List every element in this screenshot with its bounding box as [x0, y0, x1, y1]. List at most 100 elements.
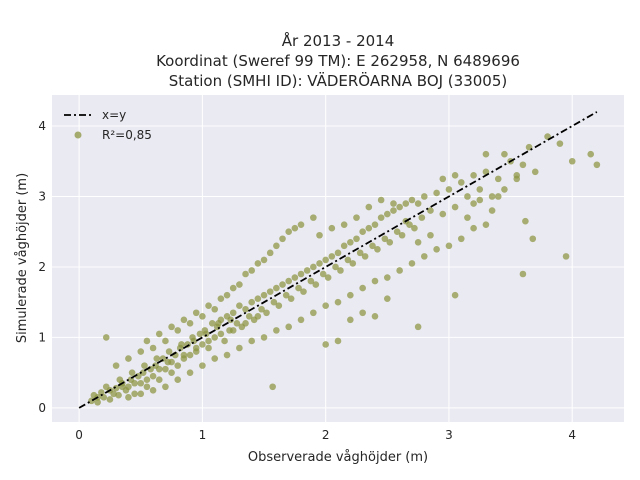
scatter-point	[233, 320, 241, 327]
x-tick-label: 0	[75, 428, 83, 442]
scatter-point	[353, 214, 360, 221]
scatter-point	[282, 291, 290, 299]
scatter-point	[273, 242, 280, 250]
scatter-point	[186, 351, 194, 359]
scatter-point	[102, 334, 110, 341]
scatter-point	[131, 379, 138, 387]
scatter-point	[174, 327, 182, 334]
scatter-point	[211, 305, 219, 313]
scatter-point	[153, 355, 161, 362]
scatter-point	[470, 200, 477, 207]
scatter-point	[236, 281, 243, 288]
scatter-point	[94, 398, 101, 406]
scatter-point	[420, 193, 428, 200]
scatter-point	[353, 235, 360, 243]
scatter-point	[227, 316, 235, 324]
scatter-point	[381, 235, 389, 243]
scatter-point	[236, 344, 243, 352]
y-tick-label: 4	[38, 119, 46, 133]
scatter-point	[519, 270, 527, 278]
scatter-point	[411, 224, 418, 232]
scatter-point	[279, 235, 286, 243]
scatter-point	[143, 383, 151, 391]
scatter-point	[334, 249, 342, 257]
scatter-point	[162, 365, 169, 373]
scatter-point	[344, 256, 352, 264]
scatter-point	[285, 228, 292, 236]
scatter-point	[470, 172, 477, 179]
scatter-point	[149, 344, 157, 352]
scatter-point	[445, 242, 453, 250]
scatter-point	[365, 203, 373, 211]
scatter-point	[174, 376, 182, 384]
scatter-point	[414, 323, 422, 331]
y-tick-labels: 0 1 2 3 4	[38, 119, 46, 415]
scatter-point	[384, 210, 391, 218]
scatter-point	[501, 150, 508, 158]
y-tick-label: 3	[38, 189, 46, 203]
identity-line	[78, 111, 598, 409]
scatter-point	[258, 305, 265, 313]
scatter-point	[457, 179, 465, 186]
scatter-point	[334, 337, 342, 345]
legend-label-line: x=y	[102, 108, 126, 122]
scatter-point	[568, 157, 576, 165]
scatter-point	[149, 372, 157, 380]
scatter-point	[396, 203, 403, 211]
scatter-point	[155, 376, 163, 384]
scatter-point	[501, 186, 508, 193]
legend-marker-scatter	[74, 131, 82, 139]
scatter-point	[494, 193, 502, 200]
scatter-point	[242, 305, 249, 313]
scatter-point	[215, 320, 222, 327]
scatter-point	[297, 270, 305, 278]
scatter-point	[291, 224, 299, 232]
scatter-point	[254, 312, 262, 320]
scatter-point	[328, 253, 336, 260]
scatter-point	[112, 384, 120, 392]
scatter-point	[186, 369, 194, 376]
chart-title-line-1: År 2013 - 2014	[282, 31, 395, 50]
scatter-point	[356, 249, 364, 257]
scatter-point	[266, 288, 274, 295]
scatter-point	[322, 302, 329, 310]
y-tick-label: 1	[38, 330, 46, 344]
scatter-point	[260, 291, 268, 299]
scatter-point	[310, 309, 317, 317]
y-tick-label: 0	[38, 401, 46, 415]
scatter-point	[205, 344, 212, 352]
scatter-point	[408, 260, 416, 267]
scatter-point	[125, 355, 132, 362]
scatter-point	[310, 214, 317, 221]
scatter-point	[445, 186, 453, 193]
scatter-point	[398, 231, 406, 239]
scatter-point	[168, 358, 175, 366]
scatter-point	[322, 341, 329, 348]
scatter-point	[199, 341, 206, 348]
x-tick-label: 4	[568, 428, 576, 442]
scatter-point	[470, 224, 477, 232]
scatter-point	[340, 242, 348, 250]
scatter-point	[229, 327, 237, 334]
scatter-point	[476, 186, 484, 193]
scatter-point	[464, 214, 471, 221]
scatter-point	[522, 217, 529, 225]
scatter-point	[457, 235, 465, 243]
scatter-point	[106, 396, 114, 403]
scatter-point	[236, 302, 243, 310]
y-tick-label: 2	[38, 260, 46, 274]
scatter-point	[451, 203, 459, 211]
scatter-point	[248, 298, 256, 306]
scatter-point	[149, 386, 157, 394]
scatter-point	[365, 224, 373, 232]
scatter-point	[196, 330, 204, 338]
scatter-point	[482, 221, 490, 228]
scatter-point	[488, 207, 496, 214]
x-tick-labels: 0 1 2 3 4	[75, 428, 576, 442]
scatter-point	[137, 390, 145, 398]
scatter-point	[229, 284, 237, 292]
scatter-point	[211, 334, 219, 341]
scatter-point	[303, 267, 311, 274]
scatter-point	[374, 246, 381, 253]
scatter-point	[269, 383, 276, 391]
